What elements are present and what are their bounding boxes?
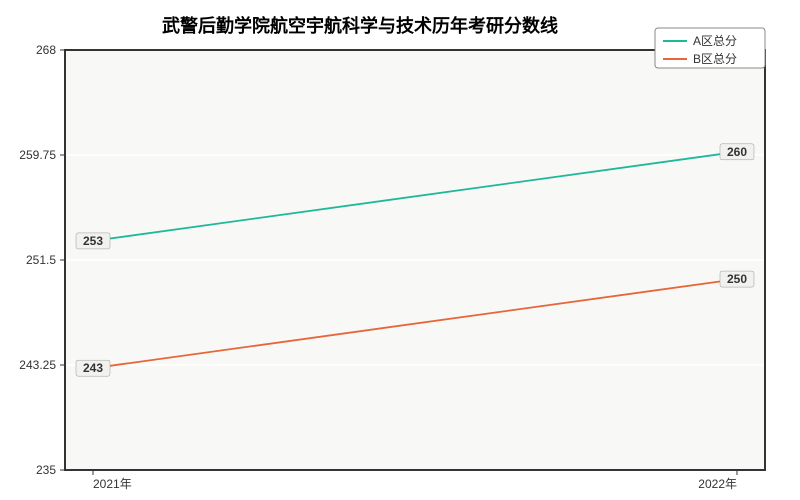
line-chart: 235 243.25 251.5 259.75 268 2021年 2022年 253 260 2…: [0, 0, 800, 500]
data-label: 243: [83, 361, 103, 375]
y-tick-label: 259.75: [19, 148, 56, 162]
y-tick-label: 243.25: [19, 358, 56, 372]
x-tick-label: 2021年: [93, 477, 132, 491]
data-label: 260: [727, 145, 747, 159]
legend-label: B区总分: [693, 52, 737, 66]
y-tick-label: 251.5: [26, 253, 56, 267]
y-tick-label: 268: [36, 43, 56, 57]
x-tick-label: 2022年: [698, 477, 737, 491]
chart-title: 武警后勤学院航空宇航科学与技术历年考研分数线: [162, 15, 558, 36]
chart-svg: 235 243.25 251.5 259.75 268 2021年 2022年 253 260 2…: [0, 0, 800, 500]
y-tick-label: 235: [36, 463, 56, 477]
data-label: 250: [727, 272, 747, 286]
legend-label: A区总分: [693, 34, 737, 48]
data-label: 253: [83, 234, 103, 248]
